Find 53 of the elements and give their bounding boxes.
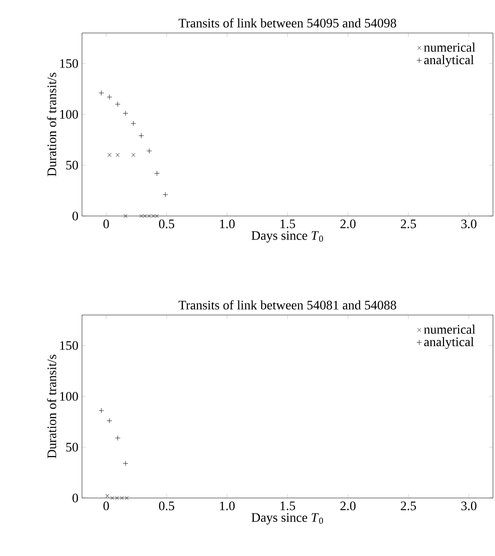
point [107, 153, 112, 157]
legend-label: numerical [424, 42, 476, 52]
point [151, 214, 156, 218]
y-tick-label: 100 [60, 392, 78, 401]
point [139, 214, 144, 218]
x-tick-label: 1.0 [220, 220, 235, 228]
point [114, 101, 120, 107]
x-tick-label: 2.0 [340, 220, 356, 228]
x-tick-label: 1.5 [280, 502, 296, 510]
legend-label: numerical [424, 324, 476, 334]
legend-label: analytical [424, 55, 474, 67]
point [122, 460, 128, 466]
x-tick-label: 3.0 [461, 502, 476, 510]
x-axis-title: Days since T$_{0}$ [252, 513, 324, 525]
y-tick-label: 100 [60, 110, 78, 119]
chart-title: Transits of link between 54081 and 54088 [178, 300, 396, 310]
chart-title: Transits of link between 54095 and 54098 [178, 18, 396, 28]
point [138, 132, 144, 138]
point [146, 148, 152, 154]
x-axis-title: Days since T$_{0}$ [252, 231, 324, 243]
point [131, 153, 136, 157]
legend-label: analytical [424, 337, 474, 349]
y-tick-label: 150 [60, 59, 78, 68]
x-tick-label: 2.5 [400, 502, 416, 510]
y-tick-label: 50 [66, 442, 78, 452]
x-tick-label: 2.0 [340, 502, 356, 510]
point [124, 214, 128, 218]
point [154, 214, 159, 218]
point [114, 435, 120, 441]
x-tick-label: 0 [103, 502, 109, 510]
point [98, 408, 104, 414]
point [122, 110, 128, 116]
y-axis-title: Duration of transit/s [46, 354, 56, 458]
x-tick-label: 0.5 [159, 220, 174, 228]
y-tick-label: 150 [60, 341, 78, 350]
x-tick-label: 0.5 [159, 502, 174, 510]
y-tick-label: 0 [72, 212, 78, 220]
x-tick-label: 1.0 [220, 502, 235, 510]
x-tick-label: 1.5 [280, 220, 296, 228]
point [162, 192, 168, 198]
x-tick-label: 3.0 [461, 220, 476, 228]
point [98, 90, 104, 96]
y-tick-label: 50 [66, 160, 78, 170]
point [116, 153, 120, 157]
point [130, 120, 136, 126]
point [154, 170, 160, 176]
x-tick-label: 0 [103, 220, 109, 228]
point [105, 494, 110, 498]
x-tick-label: 2.5 [400, 220, 416, 228]
point [106, 94, 112, 100]
y-tick-label: 0 [72, 494, 78, 502]
y-axis-title: Duration of transit/s [46, 72, 56, 176]
point [106, 418, 112, 424]
